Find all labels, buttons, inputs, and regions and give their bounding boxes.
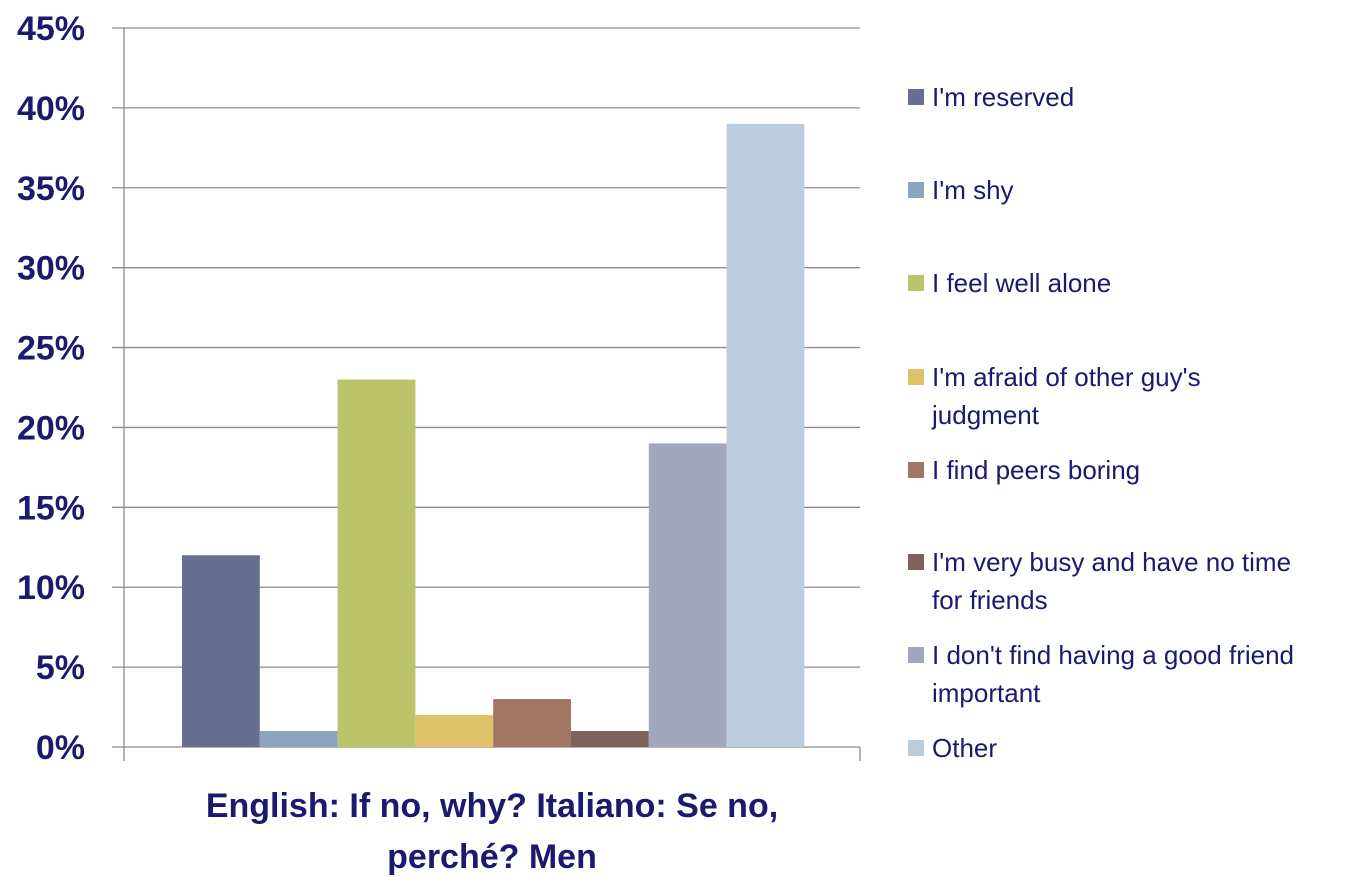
legend-swatch bbox=[908, 182, 924, 198]
y-tick-label: 25% bbox=[17, 330, 85, 368]
bar bbox=[726, 123, 805, 747]
legend-label: I'm very busy and have no time bbox=[932, 547, 1291, 577]
legend-swatch bbox=[908, 462, 924, 478]
y-tick-label: 10% bbox=[17, 569, 85, 607]
x-axis-label: English: If no, why? Italiano: Se no, per… bbox=[206, 787, 778, 876]
legend-label: I feel well alone bbox=[932, 268, 1111, 298]
y-tick-labels: 0% 5% 10% 15% 20% 25% 30% 35% 40% 45% bbox=[17, 10, 85, 767]
legend: I'm reserved I'm shy I feel well alone I'm … bbox=[908, 82, 1294, 763]
legend-label: I don't find having a good friend bbox=[932, 640, 1294, 670]
legend-swatch bbox=[908, 740, 924, 756]
legend-swatch bbox=[908, 369, 924, 385]
y-tick-label: 5% bbox=[36, 649, 85, 687]
bar bbox=[571, 731, 649, 747]
legend-label: I'm shy bbox=[932, 175, 1014, 205]
bar bbox=[182, 555, 260, 747]
legend-label: for friends bbox=[932, 585, 1048, 615]
legend-swatch bbox=[908, 275, 924, 291]
legend-label: I'm reserved bbox=[932, 82, 1074, 112]
legend-label: judgment bbox=[931, 400, 1040, 430]
bar bbox=[493, 699, 571, 747]
y-tick-label: 30% bbox=[17, 250, 85, 288]
legend-swatch bbox=[908, 647, 924, 663]
legend-label: Other bbox=[932, 733, 997, 763]
bar bbox=[259, 731, 338, 747]
legend-swatch bbox=[908, 554, 924, 570]
legend-label: important bbox=[932, 678, 1041, 708]
y-tick-label: 40% bbox=[17, 90, 85, 128]
bar bbox=[415, 715, 494, 747]
bar bbox=[337, 379, 416, 747]
x-axis-label-line: English: If no, why? Italiano: Se no, bbox=[206, 787, 778, 825]
y-tick-label: 0% bbox=[36, 729, 85, 767]
y-tick-label: 15% bbox=[17, 489, 85, 527]
bars bbox=[182, 123, 805, 747]
y-tick-label: 20% bbox=[17, 409, 85, 447]
legend-label: I'm afraid of other guy's bbox=[932, 362, 1201, 392]
x-axis-label-line: perché? Men bbox=[387, 838, 597, 876]
bar bbox=[648, 443, 727, 747]
legend-swatch bbox=[908, 89, 924, 105]
y-tick-label: 35% bbox=[17, 170, 85, 208]
legend-label: I find peers boring bbox=[932, 455, 1140, 485]
y-tick-label: 45% bbox=[17, 10, 85, 48]
